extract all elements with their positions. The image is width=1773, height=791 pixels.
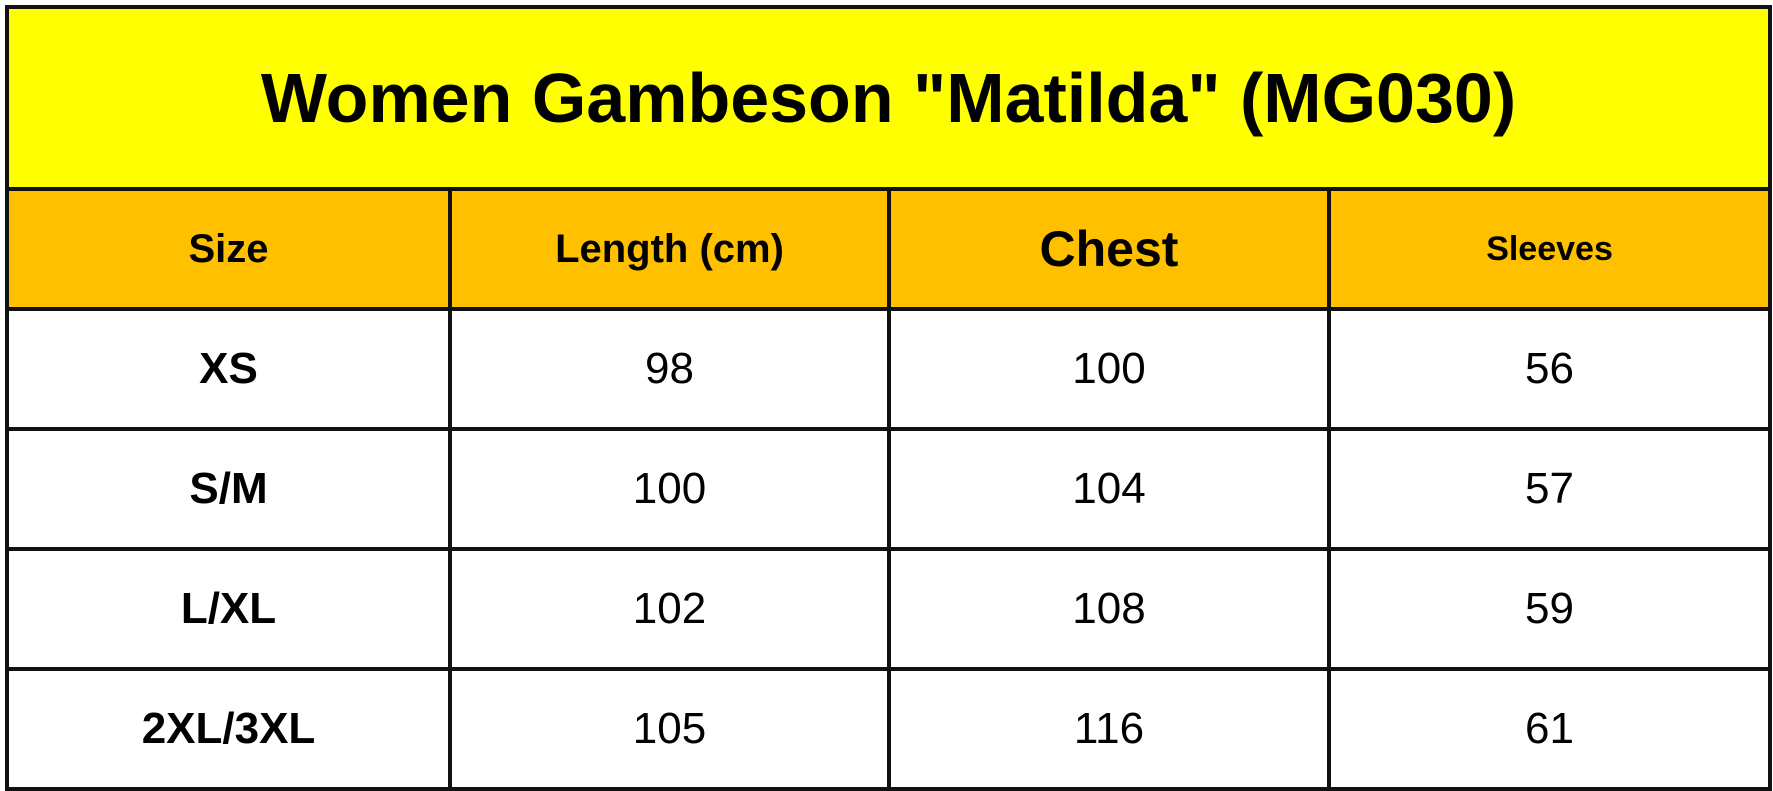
size-chart-table: Women Gambeson "Matilda" (MG030) Size Le…	[4, 5, 1773, 791]
chest-cell: 104	[887, 427, 1331, 551]
header-chest: Chest	[887, 187, 1331, 311]
sleeves-cell: 59	[1326, 547, 1773, 671]
table-title: Women Gambeson "Matilda" (MG030)	[4, 5, 1773, 191]
length-cell: 98	[448, 307, 891, 431]
header-size: Size	[5, 187, 452, 311]
length-cell: 100	[448, 427, 891, 551]
sleeves-cell: 56	[1326, 307, 1773, 431]
chest-cell: 116	[887, 667, 1331, 791]
table-row: S/M 100 104 57	[5, 427, 1773, 551]
sleeves-cell: 61	[1326, 667, 1773, 791]
size-cell: S/M	[5, 427, 452, 551]
length-cell: 102	[448, 547, 891, 671]
sleeves-cell: 57	[1326, 427, 1773, 551]
length-cell: 105	[448, 667, 891, 791]
header-sleeves: Sleeves	[1326, 187, 1773, 311]
size-cell: L/XL	[5, 547, 452, 671]
header-row: Size Length (cm) Chest Sleeves	[5, 187, 1773, 311]
table-row: L/XL 102 108 59	[5, 547, 1773, 671]
table-row: XS 98 100 56	[5, 307, 1773, 431]
chest-cell: 108	[887, 547, 1331, 671]
table-row: 2XL/3XL 105 116 61	[5, 667, 1773, 791]
header-length: Length (cm)	[448, 187, 891, 311]
size-cell: XS	[5, 307, 452, 431]
size-cell: 2XL/3XL	[5, 667, 452, 791]
chest-cell: 100	[887, 307, 1331, 431]
